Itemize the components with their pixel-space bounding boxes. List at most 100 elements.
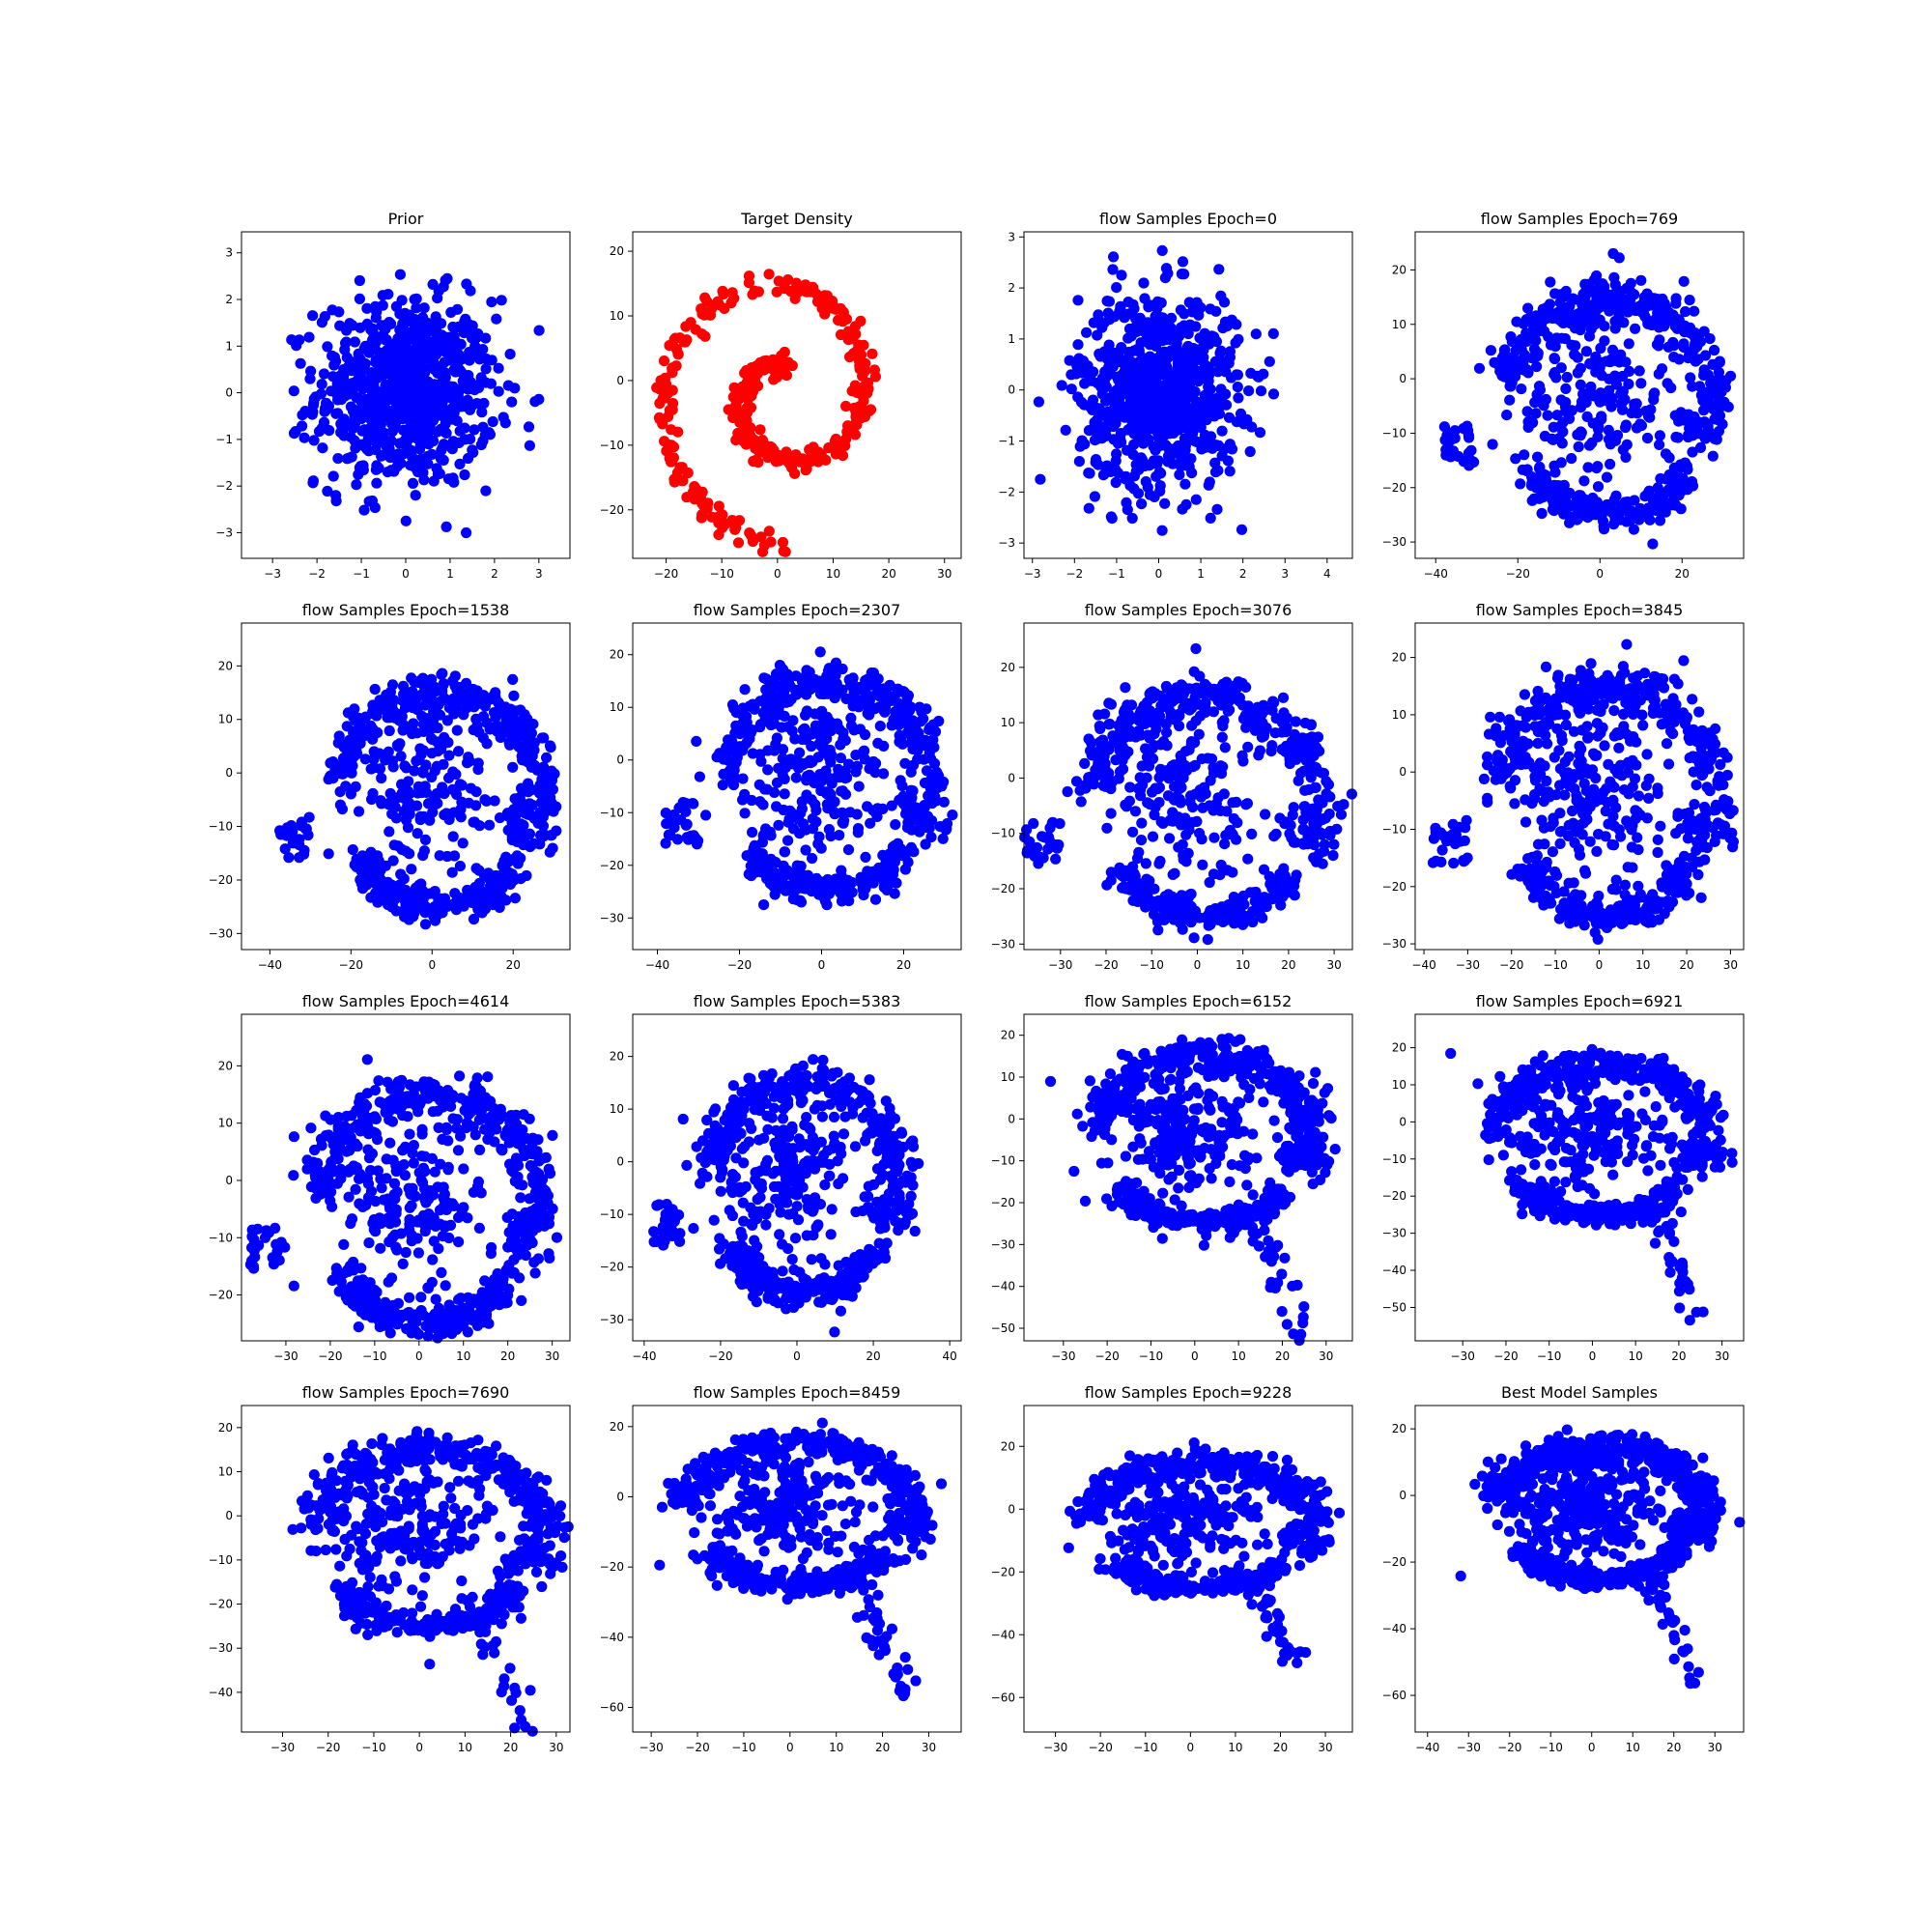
- data-point: [749, 369, 760, 381]
- data-point: [347, 320, 358, 331]
- data-point: [1585, 509, 1597, 521]
- data-point: [1501, 410, 1513, 421]
- data-point: [925, 779, 937, 791]
- data-point: [1548, 505, 1560, 517]
- x-tick-label: 10: [826, 567, 840, 581]
- data-point: [1592, 461, 1604, 472]
- data-point: [1123, 323, 1136, 335]
- data-point: [384, 686, 396, 697]
- data-point: [436, 668, 447, 680]
- data-point: [307, 310, 319, 322]
- data-point: [390, 405, 402, 416]
- y-tick-label: −30: [1382, 535, 1406, 549]
- data-point: [1569, 349, 1580, 360]
- data-point: [790, 772, 802, 783]
- data-point: [1183, 461, 1195, 472]
- data-point: [865, 817, 876, 829]
- data-point: [1641, 288, 1653, 299]
- y-tick-label: 2: [225, 293, 233, 306]
- data-point: [472, 382, 485, 393]
- data-point: [1669, 320, 1681, 332]
- data-point: [807, 281, 819, 293]
- data-point: [1586, 320, 1598, 331]
- data-point: [1625, 277, 1636, 289]
- data-point: [509, 893, 522, 904]
- data-point: [1216, 425, 1228, 437]
- data-point: [392, 708, 404, 720]
- data-point: [815, 842, 827, 854]
- data-point: [465, 434, 476, 445]
- data-point: [1105, 808, 1117, 819]
- data-point: [358, 504, 370, 516]
- data-point: [1226, 314, 1237, 326]
- data-point: [1613, 290, 1625, 301]
- data-point: [288, 428, 300, 440]
- data-point: [1652, 494, 1663, 506]
- x-tick-label: 20: [896, 958, 911, 972]
- data-point: [376, 450, 387, 462]
- data-point: [1159, 497, 1171, 509]
- data-point: [448, 807, 460, 818]
- data-point: [510, 730, 522, 742]
- data-point: [1144, 339, 1155, 351]
- data-point: [1121, 356, 1132, 368]
- data-point: [1108, 347, 1120, 358]
- x-tick-label: 20: [881, 567, 895, 581]
- data-point: [1083, 502, 1094, 514]
- data-point: [1654, 334, 1665, 346]
- data-point: [1158, 348, 1170, 359]
- data-point: [411, 302, 422, 314]
- data-point: [890, 706, 901, 718]
- data-point: [389, 361, 401, 373]
- data-point: [1132, 398, 1144, 410]
- data-point: [1581, 411, 1593, 422]
- data-point: [1246, 421, 1258, 433]
- x-tick-label: −2: [308, 567, 326, 581]
- data-point: [470, 800, 482, 811]
- data-point: [1093, 459, 1104, 470]
- data-point: [781, 446, 792, 458]
- data-point: [846, 680, 858, 692]
- data-point: [754, 424, 766, 436]
- data-point: [384, 724, 395, 737]
- data-point: [416, 384, 429, 396]
- x-tick-label: 1: [446, 567, 454, 581]
- data-point: [838, 817, 849, 829]
- data-point: [1224, 346, 1236, 357]
- data-point: [526, 799, 538, 811]
- data-point: [1205, 512, 1216, 525]
- data-point: [928, 742, 940, 753]
- x-tick-label: −3: [1024, 567, 1041, 581]
- data-point: [833, 879, 844, 891]
- data-point: [440, 521, 452, 533]
- data-point: [747, 827, 758, 838]
- data-point: [470, 786, 482, 798]
- data-point: [1101, 296, 1113, 307]
- data-point: [1554, 297, 1566, 308]
- data-point: [835, 753, 847, 764]
- y-tick-label: 0: [616, 374, 624, 387]
- y-tick-label: −2: [998, 485, 1015, 498]
- data-point: [393, 352, 406, 363]
- data-point: [763, 874, 776, 887]
- data-point: [1164, 833, 1176, 844]
- data-point: [822, 803, 834, 814]
- data-point: [420, 759, 432, 771]
- data-point: [516, 782, 527, 794]
- data-point: [494, 884, 505, 895]
- data-point: [522, 713, 533, 724]
- data-point: [507, 673, 519, 686]
- data-point: [1092, 329, 1103, 341]
- data-point: [1156, 335, 1169, 347]
- data-point: [1156, 244, 1168, 256]
- data-point: [1504, 394, 1516, 406]
- data-point: [1115, 428, 1126, 440]
- data-point: [426, 323, 438, 334]
- data-point: [524, 440, 536, 451]
- data-point: [448, 364, 460, 376]
- data-point: [747, 748, 758, 759]
- data-point: [1609, 511, 1621, 523]
- data-point: [1635, 378, 1647, 389]
- data-point: [1120, 470, 1132, 482]
- data-point: [400, 845, 412, 857]
